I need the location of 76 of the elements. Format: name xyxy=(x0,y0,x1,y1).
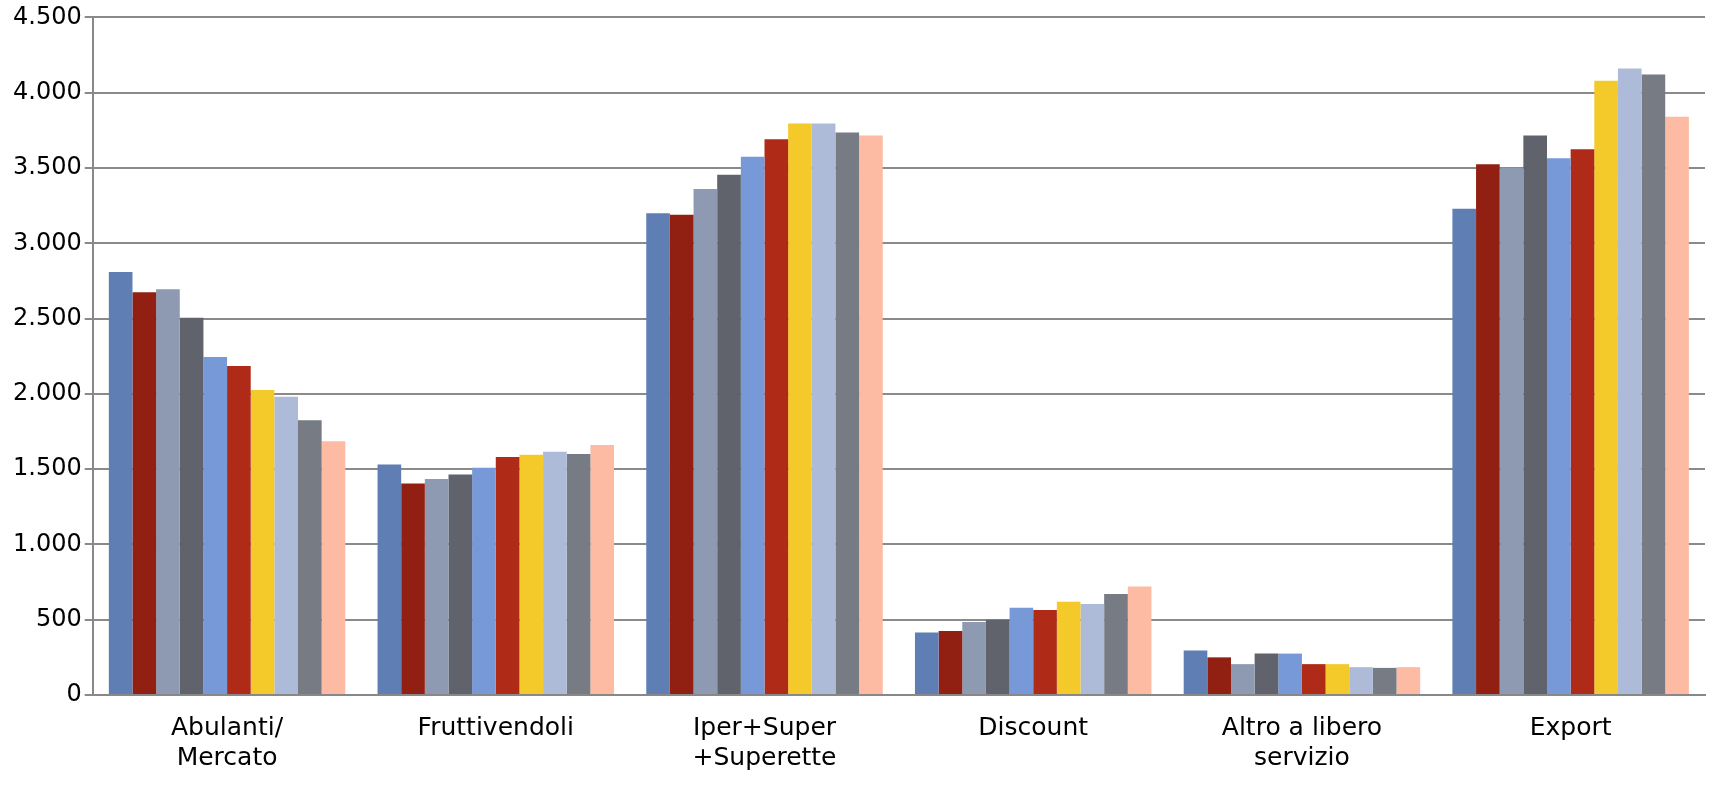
bar xyxy=(1665,116,1689,694)
bar xyxy=(962,621,986,694)
bar xyxy=(298,420,322,694)
bar xyxy=(1104,594,1128,694)
x-tick-label: Export xyxy=(1529,711,1612,741)
bar xyxy=(1183,650,1208,694)
bar xyxy=(835,132,860,694)
x-tick-label: Fruttivendoli xyxy=(417,711,574,741)
bar xyxy=(764,139,789,694)
bar xyxy=(859,135,883,694)
bar xyxy=(1033,609,1057,694)
bar xyxy=(740,156,765,694)
bar xyxy=(1547,158,1571,694)
bar xyxy=(1594,80,1618,694)
y-tick-label: 1.500 xyxy=(12,453,82,482)
y-tick-label: 500 xyxy=(35,603,82,632)
bar xyxy=(1009,607,1034,694)
bar xyxy=(985,619,1010,694)
bar xyxy=(227,365,251,694)
bar xyxy=(519,454,544,694)
bar xyxy=(1499,167,1524,694)
bar xyxy=(156,289,180,694)
x-tick-label: Altro a libero servizio xyxy=(1221,711,1383,771)
bar xyxy=(401,483,425,694)
bar xyxy=(1349,667,1373,694)
bar xyxy=(1570,149,1595,694)
bar xyxy=(472,467,496,694)
bar xyxy=(1523,135,1547,694)
bar xyxy=(646,213,670,694)
y-tick-label: 4.000 xyxy=(12,76,82,105)
bar xyxy=(788,123,812,694)
bar xyxy=(1056,601,1081,694)
bar xyxy=(590,445,615,694)
bar xyxy=(811,123,836,694)
bar xyxy=(1278,653,1302,694)
y-tick-label: 3.500 xyxy=(12,152,82,181)
bar xyxy=(1301,664,1326,694)
bar xyxy=(1396,667,1421,694)
bar xyxy=(1207,657,1231,694)
bar xyxy=(108,271,133,694)
bar xyxy=(424,478,449,694)
x-tick-label: Discount xyxy=(978,711,1089,741)
y-tick-label: 0 xyxy=(66,679,82,708)
bar xyxy=(274,396,299,694)
bar xyxy=(1325,664,1350,694)
bar xyxy=(1372,667,1397,694)
bar xyxy=(1617,68,1642,694)
y-tick-label: 4.500 xyxy=(12,1,82,30)
bar xyxy=(543,451,567,694)
bar xyxy=(1230,664,1255,694)
bar xyxy=(717,174,741,694)
x-tick-label: Abulanti/ Mercato xyxy=(171,711,284,771)
y-tick-label: 1.000 xyxy=(12,528,82,557)
bar xyxy=(132,292,157,694)
bar xyxy=(250,390,275,694)
bar xyxy=(448,474,473,694)
bar xyxy=(1641,74,1666,694)
bar xyxy=(203,356,228,694)
bar xyxy=(566,454,591,694)
bar xyxy=(179,317,204,694)
bar xyxy=(377,464,402,694)
bar xyxy=(693,189,718,694)
bar xyxy=(669,214,694,694)
y-tick-label: 3.000 xyxy=(12,227,82,256)
bar xyxy=(914,632,939,694)
y-tick-label: 2.500 xyxy=(12,302,82,331)
bar xyxy=(1254,653,1279,694)
x-tick-label: Iper+Super +Superette xyxy=(692,711,837,771)
bar xyxy=(1080,603,1105,694)
bar xyxy=(1127,586,1152,694)
bar xyxy=(495,457,520,694)
bar xyxy=(938,631,963,694)
y-tick-label: 2.000 xyxy=(12,378,82,407)
bar xyxy=(1476,164,1500,694)
bar xyxy=(1452,208,1477,694)
bar xyxy=(321,441,346,694)
